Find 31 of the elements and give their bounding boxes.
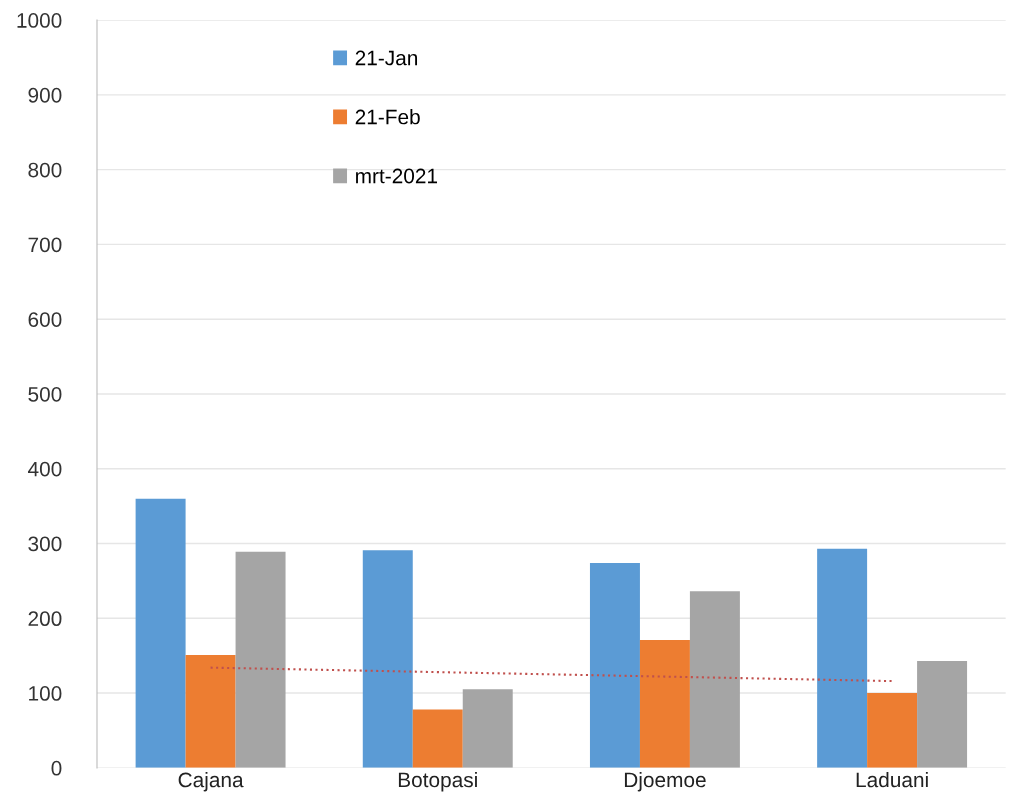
bar <box>462 689 513 768</box>
x-tick-label: Djoemoe <box>624 771 706 792</box>
legend-label: 21-Feb <box>355 109 420 125</box>
x-tick-label: Cajana <box>178 771 244 792</box>
y-tick-label: 600 <box>28 312 62 327</box>
legend-label: 21-Jan <box>355 50 418 66</box>
bar <box>917 660 968 768</box>
y-tick-label: 900 <box>28 87 62 103</box>
line-series <box>209 666 894 683</box>
y-tick-label: 200 <box>28 611 62 627</box>
x-tick-label: Botopasi <box>398 771 477 792</box>
bar <box>412 709 463 768</box>
bar <box>589 562 640 768</box>
y-tick-label: 700 <box>28 237 62 253</box>
bar <box>817 548 868 768</box>
x-tick-label: Laduani <box>856 771 928 788</box>
y-tick-label: 400 <box>28 461 62 477</box>
y-tick-label: 0 <box>51 760 62 776</box>
y-tick-label: 800 <box>28 162 62 178</box>
bar <box>867 693 918 768</box>
bar <box>362 550 413 768</box>
bar <box>135 498 186 768</box>
bar <box>235 551 286 768</box>
y-tick-label: 500 <box>28 386 62 402</box>
y-tick-label: 1000 <box>17 13 62 28</box>
y-tick-label: 300 <box>28 536 62 552</box>
y-tick-label: 100 <box>29 686 62 701</box>
legend-label: mrt-2021 <box>356 168 438 184</box>
bar <box>689 591 740 768</box>
bar <box>639 639 690 768</box>
bar <box>185 654 236 768</box>
